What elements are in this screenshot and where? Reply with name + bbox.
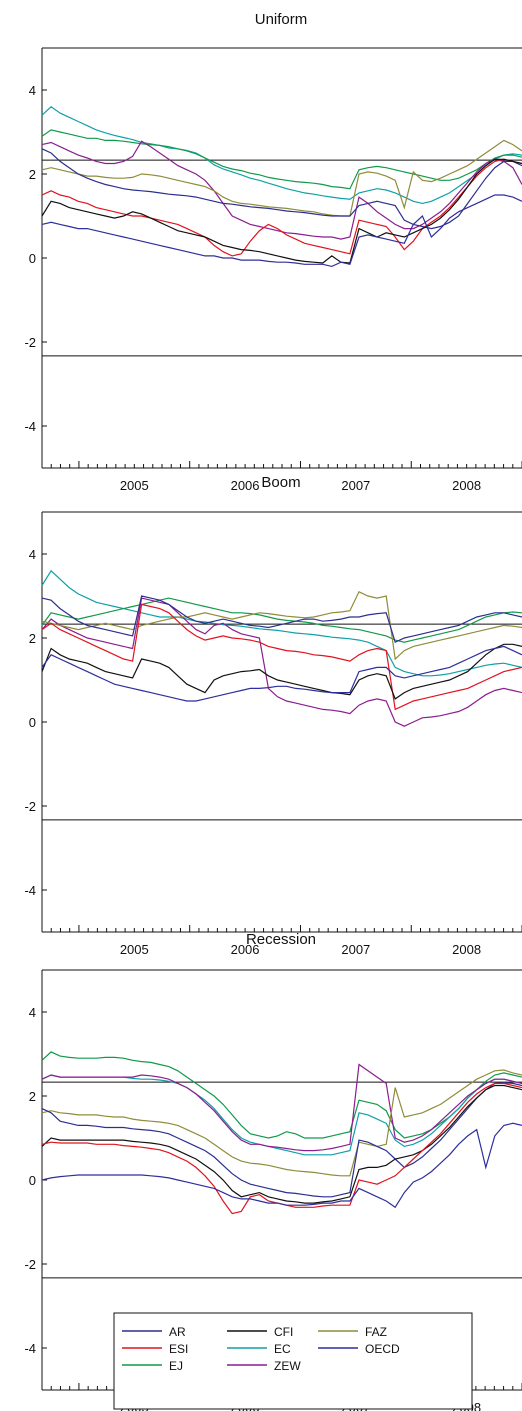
panel-title: Recession bbox=[246, 931, 316, 948]
series-line-zew bbox=[41, 597, 522, 727]
legend: AR ESI EJ CFI EC ZEW FAZ OECD bbox=[113, 1312, 473, 1410]
legend-box bbox=[113, 1312, 473, 1410]
y-tick-label: 0 bbox=[29, 1173, 36, 1188]
y-tick-label: 0 bbox=[29, 251, 36, 266]
legend-label-ar: AR bbox=[169, 1325, 186, 1339]
x-tick-label: 2008 bbox=[452, 478, 481, 493]
series-line-faz bbox=[41, 1069, 522, 1177]
x-tick-label: 2006 bbox=[231, 942, 260, 957]
y-tick-label: -2 bbox=[24, 1257, 36, 1272]
y-tick-label: -2 bbox=[24, 335, 36, 350]
y-tick-label: -4 bbox=[24, 419, 36, 434]
panel-uniform: Uniform 4 2 0 -2 -4 2005 2006 2007 2008 bbox=[24, 11, 522, 493]
series-line-ej bbox=[41, 1051, 522, 1139]
legend-label-ec: EC bbox=[274, 1342, 291, 1356]
y-tick-label: 4 bbox=[29, 547, 36, 562]
y-tick-label: 4 bbox=[29, 83, 36, 98]
y-tick-label: -4 bbox=[24, 883, 36, 898]
legend-label-faz: FAZ bbox=[365, 1325, 387, 1339]
x-tick-label: 2005 bbox=[120, 478, 149, 493]
series-line-cfi bbox=[41, 1084, 522, 1204]
x-tick-label: 2005 bbox=[120, 942, 149, 957]
series-line-oecd bbox=[41, 1122, 522, 1209]
series-line-faz bbox=[41, 591, 522, 661]
y-tick-label: -4 bbox=[24, 1341, 36, 1356]
series-line-ar bbox=[41, 595, 522, 644]
y-tick-label: -2 bbox=[24, 799, 36, 814]
x-tick-label: 2008 bbox=[452, 942, 481, 957]
series-line-faz bbox=[41, 139, 522, 217]
series-line-ej bbox=[41, 597, 522, 643]
series-line-cfi bbox=[41, 643, 522, 700]
series-line-zew bbox=[41, 140, 522, 240]
series-line-ec bbox=[41, 569, 522, 677]
series-line-ar bbox=[41, 1081, 522, 1198]
x-tick-label: 2007 bbox=[341, 478, 370, 493]
legend-label-zew: ZEW bbox=[274, 1359, 301, 1373]
series-line-ec bbox=[41, 106, 522, 205]
panel-boom: Boom 4 2 0 -2 -4 2005 2006 2007 2008 bbox=[24, 474, 522, 957]
series-line-oecd bbox=[41, 194, 522, 268]
series-line-cfi bbox=[41, 158, 522, 264]
legend-label-ej: EJ bbox=[169, 1359, 183, 1373]
series-line-ec bbox=[41, 1074, 522, 1156]
panel-title: Boom bbox=[261, 474, 300, 491]
series-line-zew bbox=[41, 1063, 522, 1152]
y-tick-label: 2 bbox=[29, 631, 36, 646]
series-line-ej bbox=[41, 129, 522, 190]
legend-label-cfi: CFI bbox=[274, 1325, 293, 1339]
series-line-esi bbox=[41, 603, 522, 711]
x-tick-label: 2007 bbox=[341, 942, 370, 957]
y-tick-label: 2 bbox=[29, 167, 36, 182]
series-line-esi bbox=[41, 158, 522, 257]
series-line-oecd bbox=[41, 645, 522, 702]
panel-title: Uniform bbox=[255, 11, 308, 28]
series-line-esi bbox=[41, 1082, 522, 1215]
legend-label-oecd: OECD bbox=[365, 1342, 400, 1356]
y-tick-label: 4 bbox=[29, 1005, 36, 1020]
x-tick-label: 2006 bbox=[231, 478, 260, 493]
legend-label-esi: ESI bbox=[169, 1342, 188, 1356]
y-tick-label: 2 bbox=[29, 1089, 36, 1104]
y-tick-label: 0 bbox=[29, 715, 36, 730]
series-line-ar bbox=[41, 148, 522, 230]
